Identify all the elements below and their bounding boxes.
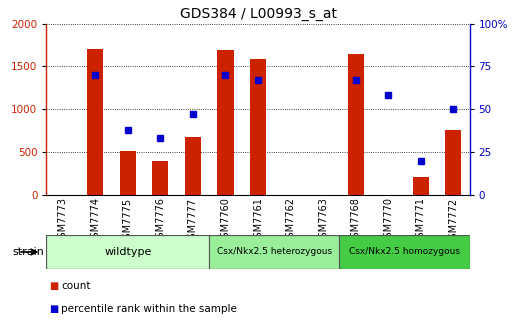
Text: GSM7761: GSM7761 [253,198,263,244]
Text: GSM7768: GSM7768 [351,198,361,244]
Bar [413,177,429,195]
Bar [209,235,340,269]
Bar [217,50,234,195]
Text: GSM7771: GSM7771 [416,198,426,244]
Bar [87,49,103,195]
Bar [250,59,266,195]
Bar [185,137,201,195]
Bar [340,235,470,269]
Text: GSM7775: GSM7775 [123,198,133,245]
Text: GSM7770: GSM7770 [383,198,393,244]
Text: Csx/Nkx2.5 heterozygous: Csx/Nkx2.5 heterozygous [217,248,332,256]
Text: GSM7760: GSM7760 [220,198,231,244]
Bar [152,162,169,195]
Bar [46,235,209,269]
Text: GSM7776: GSM7776 [155,198,165,244]
Text: count: count [61,281,90,291]
Text: Csx/Nkx2.5 homozygous: Csx/Nkx2.5 homozygous [349,248,460,256]
Text: GSM7777: GSM7777 [188,198,198,245]
Text: percentile rank within the sample: percentile rank within the sample [61,304,237,314]
Bar [347,53,364,195]
Bar [445,130,461,195]
Text: wildtype: wildtype [104,247,152,257]
Text: GSM7773: GSM7773 [58,198,68,244]
Bar [120,151,136,195]
Title: GDS384 / L00993_s_at: GDS384 / L00993_s_at [180,7,336,21]
Text: GSM7763: GSM7763 [318,198,328,244]
Text: ■: ■ [50,304,59,314]
Text: GSM7774: GSM7774 [90,198,100,244]
Text: GSM7762: GSM7762 [285,198,296,244]
Text: strain: strain [12,247,44,257]
Text: ■: ■ [50,281,59,291]
Text: GSM7772: GSM7772 [448,198,458,245]
